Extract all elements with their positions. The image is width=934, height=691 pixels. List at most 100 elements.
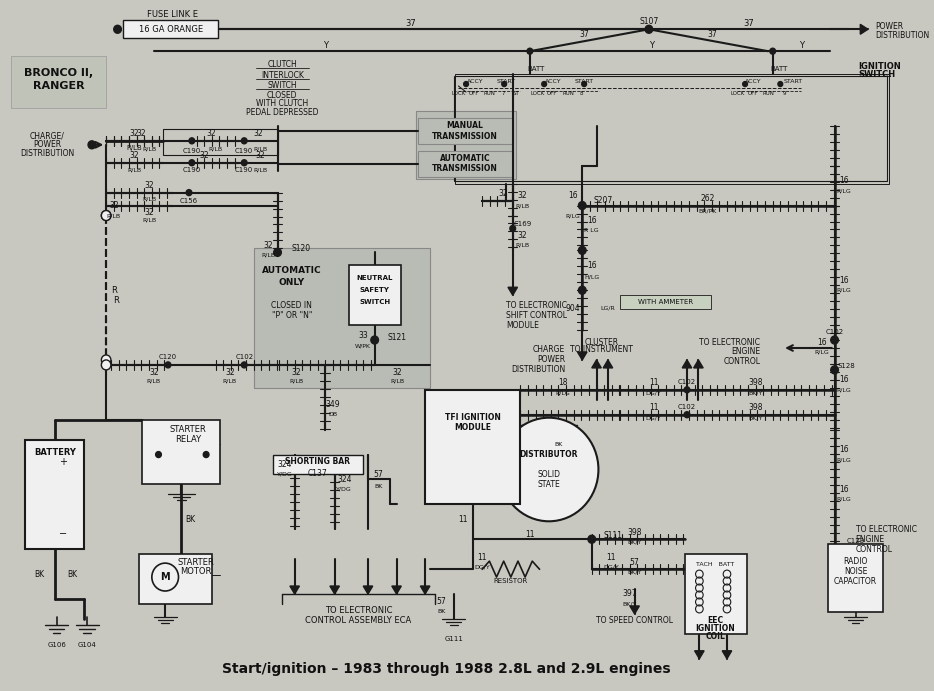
Text: BK/Y: BK/Y: [748, 415, 763, 420]
Text: BK: BK: [437, 609, 446, 614]
Polygon shape: [722, 651, 731, 659]
Circle shape: [189, 138, 194, 144]
Text: 16: 16: [587, 216, 597, 225]
Text: MODULE: MODULE: [454, 423, 491, 432]
Text: START: START: [784, 79, 803, 84]
Text: R/LB: R/LB: [142, 196, 156, 201]
Text: BATTERY: BATTERY: [34, 448, 76, 457]
Text: ENGINE: ENGINE: [731, 348, 760, 357]
Text: 32: 32: [254, 129, 263, 138]
Circle shape: [156, 452, 162, 457]
Text: C137: C137: [307, 469, 328, 478]
Text: 16: 16: [587, 261, 597, 269]
Text: R/LB: R/LB: [253, 146, 267, 151]
Text: TFI IGNITION: TFI IGNITION: [445, 413, 501, 422]
Polygon shape: [860, 24, 868, 35]
Text: C102: C102: [235, 354, 253, 360]
Text: ENGINE: ENGINE: [856, 535, 884, 544]
Text: 37: 37: [579, 30, 589, 39]
Bar: [417, 118, 513, 144]
Text: ONLY: ONLY: [278, 278, 304, 287]
Text: R/LB: R/LB: [142, 217, 156, 222]
Text: R/LB: R/LB: [261, 253, 276, 258]
Text: S128: S128: [837, 363, 855, 369]
Text: 7: 7: [502, 91, 505, 95]
Text: 32: 32: [291, 368, 302, 377]
Text: R LG: R LG: [585, 228, 599, 233]
Polygon shape: [363, 586, 373, 594]
Text: TO ELECTRONIC: TO ELECTRONIC: [856, 524, 916, 533]
Text: CLOSED: CLOSED: [267, 91, 298, 100]
Text: Y: Y: [322, 41, 328, 50]
Circle shape: [463, 82, 469, 86]
Text: LOCK: LOCK: [730, 91, 744, 95]
Text: 32: 32: [256, 151, 265, 160]
Text: MOTOR: MOTOR: [180, 567, 211, 576]
Text: Y: Y: [799, 41, 804, 50]
Text: 16: 16: [840, 176, 849, 185]
Circle shape: [743, 82, 747, 86]
Text: 32: 32: [206, 129, 216, 138]
Polygon shape: [420, 586, 430, 594]
Bar: [425, 390, 520, 504]
Bar: [416, 111, 516, 179]
Text: C102: C102: [678, 379, 696, 385]
Text: C123: C123: [846, 538, 865, 545]
Text: OFF: OFF: [469, 91, 479, 95]
Polygon shape: [577, 352, 587, 360]
Text: 16: 16: [840, 485, 849, 494]
Text: BR/PK: BR/PK: [699, 208, 717, 213]
Text: 33: 33: [359, 330, 368, 339]
Text: SWITCH: SWITCH: [858, 70, 896, 79]
Bar: [455, 74, 889, 184]
Text: STARTER: STARTER: [170, 425, 206, 434]
Text: NOISE: NOISE: [843, 567, 867, 576]
Text: R/LG: R/LG: [837, 388, 852, 392]
Circle shape: [645, 26, 653, 33]
Text: 16 GA ORANGE: 16 GA ORANGE: [139, 25, 203, 34]
Text: R/LG: R/LG: [565, 213, 580, 218]
Circle shape: [588, 536, 596, 543]
Circle shape: [102, 211, 111, 220]
Text: INTERLOCK: INTERLOCK: [261, 70, 304, 79]
Circle shape: [527, 48, 532, 54]
Bar: [685, 554, 747, 634]
Text: G106: G106: [48, 642, 66, 647]
Text: TO SPEED CONTROL: TO SPEED CONTROL: [596, 616, 673, 625]
Circle shape: [186, 189, 191, 196]
Text: 16: 16: [840, 375, 849, 384]
Text: 37: 37: [708, 30, 717, 39]
Text: CONTROL: CONTROL: [856, 545, 893, 553]
Circle shape: [770, 48, 775, 54]
Polygon shape: [695, 651, 704, 659]
Text: R/LG: R/LG: [814, 350, 829, 354]
Text: C169: C169: [513, 222, 531, 227]
Text: OFF: OFF: [546, 91, 557, 95]
Text: ACCY: ACCY: [545, 79, 562, 84]
Text: R/LG: R/LG: [556, 390, 571, 395]
Circle shape: [582, 82, 587, 86]
Text: DISTRIBUTION: DISTRIBUTION: [875, 31, 929, 40]
Text: 32: 32: [499, 189, 508, 198]
Text: SWITCH: SWITCH: [359, 299, 390, 305]
Text: LOCK: LOCK: [451, 91, 465, 95]
Text: −: −: [59, 529, 67, 539]
Text: 32: 32: [517, 231, 527, 240]
Text: Y: Y: [649, 41, 654, 50]
Text: RELAY: RELAY: [175, 435, 201, 444]
Text: BK: BK: [375, 484, 383, 489]
Bar: [417, 151, 513, 177]
Text: R/LB: R/LB: [390, 379, 404, 384]
Polygon shape: [330, 586, 339, 594]
Text: G111: G111: [445, 636, 463, 642]
Text: BK: BK: [554, 442, 562, 447]
Text: WITH AMMETER: WITH AMMETER: [638, 299, 693, 305]
Circle shape: [578, 247, 586, 254]
Text: "P" OR "N": "P" OR "N": [272, 311, 312, 320]
Text: 904: 904: [565, 303, 580, 312]
Text: 324: 324: [337, 475, 351, 484]
Text: C156: C156: [180, 198, 198, 204]
Text: ACCY: ACCY: [467, 79, 484, 84]
Text: W/PK: W/PK: [355, 343, 371, 348]
Text: R/LG: R/LG: [837, 457, 852, 462]
